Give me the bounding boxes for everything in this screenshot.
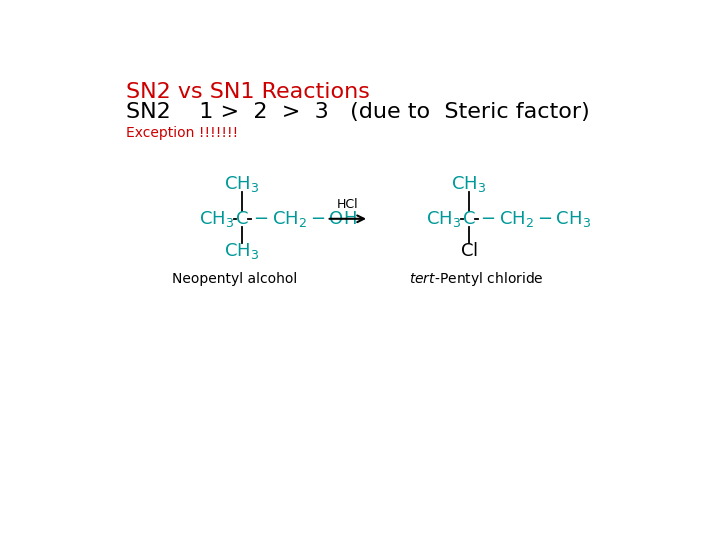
Text: $\rm CH_3$: $\rm CH_3$ [426, 209, 462, 229]
Text: $\rm CH_3$: $\rm CH_3$ [225, 174, 260, 194]
Text: HCl: HCl [337, 198, 359, 211]
Text: $\rm CH_3$: $\rm CH_3$ [225, 241, 260, 261]
Text: SN2 vs SN1 Reactions: SN2 vs SN1 Reactions [127, 82, 370, 102]
Text: Exception !!!!!!!: Exception !!!!!!! [127, 126, 238, 140]
Text: $\rm CH_3$: $\rm CH_3$ [451, 174, 487, 194]
Text: $\rm -CH_2-CH_3$: $\rm -CH_2-CH_3$ [477, 209, 591, 229]
Text: SN2    1 >  2  >  3   (due to  Steric factor): SN2 1 > 2 > 3 (due to Steric factor) [127, 102, 590, 122]
Text: $\rm C$: $\rm C$ [235, 210, 248, 228]
Text: $\rm CH_3$: $\rm CH_3$ [199, 209, 234, 229]
Text: $\rm -CH_2-OH$: $\rm -CH_2-OH$ [250, 209, 356, 229]
Text: $\rm C$: $\rm C$ [462, 210, 476, 228]
Text: $\it{tert}$-Pentyl chloride: $\it{tert}$-Pentyl chloride [410, 270, 544, 288]
Text: $\rm Cl$: $\rm Cl$ [460, 242, 478, 260]
Text: Neopentyl alcohol: Neopentyl alcohol [171, 272, 297, 286]
